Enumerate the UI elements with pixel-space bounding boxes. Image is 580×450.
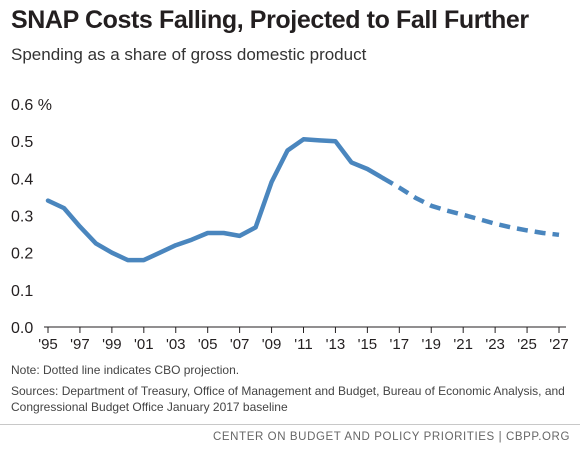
x-tick-label: '07 [230,336,250,353]
y-tick-label: 0.3 [11,209,33,226]
x-tick-label: '13 [326,336,346,353]
x-tick-label: '09 [262,336,282,353]
x-tick-label: '11 [294,336,312,353]
chart-title: SNAP Costs Falling, Projected to Fall Fu… [11,6,529,34]
chart-sources: Sources: Department of Treasury, Office … [11,384,565,414]
x-tick-label: '97 [70,336,90,353]
x-tick-label: '17 [390,336,410,353]
x-tick-label: '19 [421,336,441,353]
series-line-projection [382,176,560,238]
series-layer [45,137,560,263]
x-tick-label: '21 [453,336,473,353]
footer-credit: CENTER ON BUDGET AND POLICY PRIORITIES |… [212,431,570,443]
x-tick-label: '15 [358,336,378,353]
y-tick-label: 0.6 % [11,97,52,114]
series-line-actual [45,137,386,263]
y-tick-label: 0.0 [11,320,33,337]
y-axis: 0.6 % 0.5 0.4 0.3 0.2 0.1 0.0 [11,97,52,337]
y-tick-label: 0.2 [11,246,33,263]
x-tick-label: '99 [102,336,122,353]
y-tick-label: 0.5 [11,134,33,151]
chart-note: Note: Dotted line indicates CBO projecti… [11,363,240,377]
y-tick-label: 0.4 [11,171,33,188]
x-tick-label: '05 [198,336,218,353]
x-tick-label: '23 [485,336,505,353]
x-tick-label: '27 [549,336,569,353]
y-tick-label: 0.1 [11,283,33,300]
x-tick-label: '01 [134,336,154,353]
x-axis: '95 '97 '99 '01 '03 '05 '07 '09 '11 '13 '15 '17 '19 '… [38,327,569,353]
x-tick-label: '03 [166,336,186,353]
x-tick-label: '95 [38,336,58,353]
footer-divider [0,424,580,425]
chart-subtitle: Spending as a share of gross domestic pr… [11,45,367,64]
x-tick-label: '25 [517,336,537,353]
